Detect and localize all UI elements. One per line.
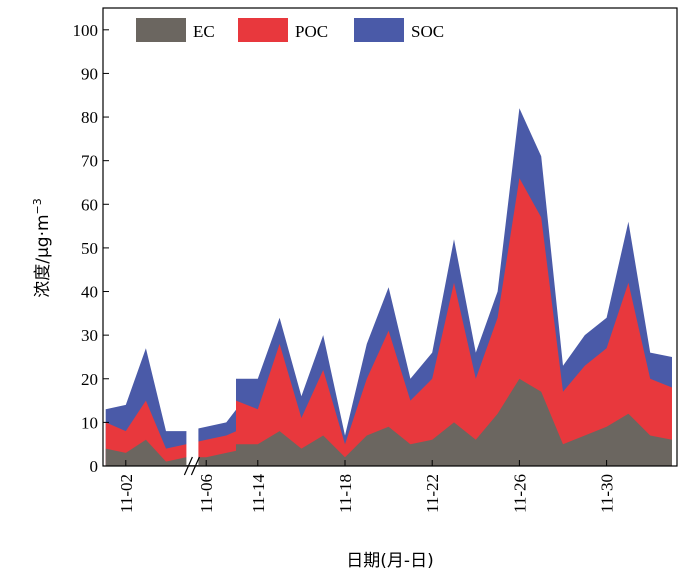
x-tick-label-11-06: 11-06 [197, 474, 216, 513]
axes-layer: 0 10 20 30 40 50 60 70 80 90 100 11-02 11-06 11-14 11-… [73, 21, 617, 513]
y-tick-label-20: 20 [81, 370, 98, 389]
x-tick-label-11-22: 11-22 [423, 474, 442, 513]
legend: EC POC SOC [136, 18, 444, 42]
y-tick-label-70: 70 [81, 152, 98, 171]
y-tick-label-100: 100 [73, 21, 99, 40]
legend-swatch-ec [136, 18, 186, 42]
y-tick-label-90: 90 [81, 64, 98, 83]
legend-label-poc: POC [295, 22, 328, 41]
area-poc-segment-2 [236, 178, 672, 466]
legend-label-soc: SOC [411, 22, 444, 41]
y-tick-label-30: 30 [81, 326, 98, 345]
y-tick-label-80: 80 [81, 108, 98, 127]
y-tick-label-60: 60 [81, 195, 98, 214]
area-layer [105, 108, 672, 467]
y-tick-label-0: 0 [90, 457, 99, 476]
area-ec-segment-2 [236, 378, 672, 466]
legend-label-ec: EC [193, 22, 215, 41]
y-tick-label-50: 50 [81, 239, 98, 258]
plot-frame [102, 7, 678, 467]
legend-swatch-soc [354, 18, 404, 42]
y-axis-label: 浓度/μg·m−3 [31, 198, 53, 298]
y-tick-label-40: 40 [81, 283, 98, 302]
x-axis-label: 日期(月-日) [346, 551, 433, 571]
x-tick-label-11-30: 11-30 [598, 474, 617, 513]
break-gap [186, 9, 199, 465]
area-ec-segment-1 [105, 439, 247, 466]
y-axis-label-exponent: −3 [31, 198, 44, 214]
y-axis-label-main: 浓度/μg·m [33, 214, 53, 297]
x-tick-label-11-18: 11-18 [336, 474, 355, 513]
x-tick-label-11-02: 11-02 [117, 474, 136, 513]
y-tick-label-10: 10 [81, 413, 98, 432]
x-tick-label-11-26: 11-26 [510, 474, 529, 513]
axis-break [183, 9, 200, 476]
legend-swatch-poc [238, 18, 288, 42]
x-tick-label-11-14: 11-14 [249, 474, 268, 514]
